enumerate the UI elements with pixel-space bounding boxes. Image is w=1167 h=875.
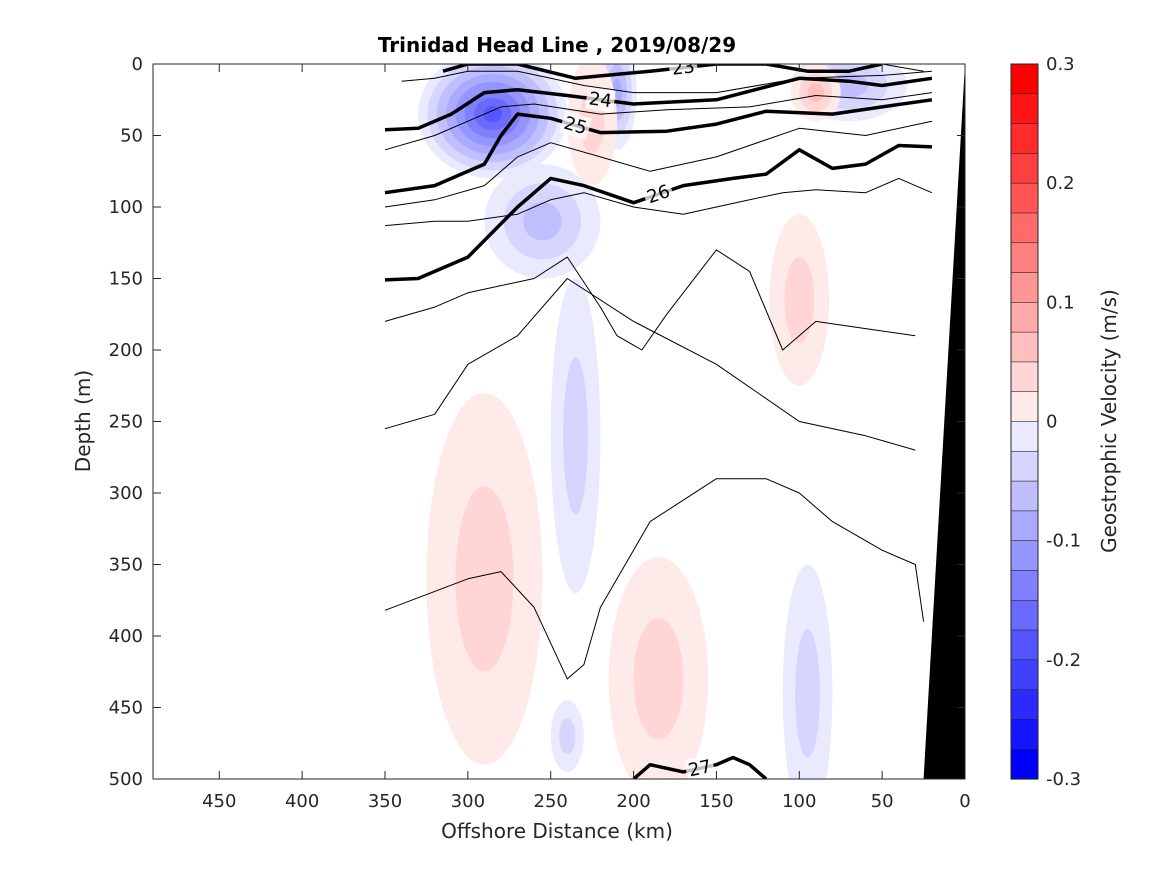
contour-label-bg-1 [668,64,699,81]
isopycnal-line-9 [384,249,916,351]
isopycnal-line-8 [384,177,933,227]
y-tick-label-300: 300 [109,483,143,504]
seafloor-bathymetry [923,64,965,779]
y-tick-label-450: 450 [109,698,143,719]
contour-label-27: 27 [687,756,714,781]
y-tick-label-150: 150 [109,269,143,290]
colorbar-title: Geostrophic Velocity (m/s) [1097,289,1121,553]
y-tick-label-500: 500 [109,769,143,790]
x-tick-label-0: 0 [959,791,970,812]
colorbar-band-0 [1010,63,1039,95]
isopycnal-line-7 [384,143,932,282]
velocity-patch-6-2 [559,718,576,754]
colorbar-tick-label-0: 0 [1046,412,1057,433]
colorbar-tick-label-0.1: 0.1 [1046,292,1075,313]
colorbar-band-23 [1010,748,1039,780]
colorbar-band-5 [1010,212,1039,244]
isopycnal-line-4 [384,92,932,151]
colorbar-tick-label-0.3: 0.3 [1046,54,1075,75]
isopycnal-line-5 [384,98,933,195]
velocity-patch-8-3 [807,83,825,103]
y-tick-label-100: 100 [109,197,143,218]
contour-label-24: 24 [588,88,613,112]
contour-label-bg-12 [683,754,716,779]
contour-label-bg-3 [585,87,616,113]
colorbar-band-4 [1010,182,1039,214]
colorbar-tick-label--0.1: -0.1 [1046,531,1081,552]
velocity-patch-2-2 [563,357,588,515]
velocity-patch-10-2 [455,485,514,672]
colorbar-tick-label--0.2: -0.2 [1046,650,1081,671]
y-tick-label-400: 400 [109,626,143,647]
x-tick-label-350: 350 [368,791,402,812]
colorbar-band-20 [1010,659,1039,691]
x-tick-label-100: 100 [782,791,816,812]
colorbar-frame [1010,63,1039,780]
colorbar-band-16 [1010,540,1039,572]
colorbar-band-9 [1010,331,1039,363]
y-tick-label-50: 50 [120,126,143,147]
colorbar-band-13 [1010,450,1039,482]
colorbar-band-15 [1010,510,1039,542]
colorbar-band-17 [1010,570,1039,601]
colorbar-band-10 [1010,361,1039,393]
velocity-field [418,64,907,779]
colorbar-tick-label--0.3: -0.3 [1046,769,1081,790]
isopycnal-line-12 [632,755,768,779]
isopycnal-line-2 [401,70,932,94]
contour-label-bg-5 [559,111,593,140]
colorbar-band-14 [1010,480,1039,512]
colorbar-band-7 [1010,272,1039,303]
y-axis-title: Depth (m) [71,370,95,472]
colorbar-band-19 [1010,629,1039,661]
y-tick-label-0: 0 [132,54,143,75]
isopycnal-line-10 [384,278,916,451]
x-tick-label-450: 450 [202,791,236,812]
colorbar-band-1 [1010,93,1039,125]
colorbar-band-18 [1010,599,1039,631]
velocity-patch-5-2 [795,628,820,758]
colorbar-band-8 [1010,302,1039,333]
colorbar-band-22 [1010,719,1039,750]
x-tick-label-250: 250 [534,791,568,812]
x-tick-label-400: 400 [285,791,319,812]
velocity-patch-11-2 [633,618,684,740]
x-axis-ticks: 450 400 350 300 250 200 150 100 50 0 [202,64,971,812]
colorbar-band-6 [1010,242,1039,274]
x-tick-label-200: 200 [616,791,650,812]
isopycnal-line-11 [384,478,925,680]
contour-label-23: 23 [671,56,696,79]
velocity-patch-0-8 [483,106,503,123]
isopycnal-line-6 [384,120,933,208]
colorbar: 0.3 0.2 0.1 0 -0.1 -0.2 -0.3 [1010,54,1081,790]
y-tick-label-200: 200 [109,340,143,361]
x-tick-label-50: 50 [871,791,894,812]
velocity-patch-9-2 [784,257,815,343]
colorbar-band-3 [1010,153,1039,184]
colorbar-band-11 [1010,391,1039,423]
colorbar-band-2 [1010,123,1039,154]
colorbar-band-21 [1010,689,1039,721]
y-tick-label-350: 350 [109,555,143,576]
chart-title: Trinidad Head Line , 2019/08/29 [378,33,736,57]
contour-label-bg-7 [641,179,676,210]
colorbar-band-12 [1010,421,1039,452]
x-tick-label-150: 150 [699,791,733,812]
y-axis-ticks: 0 50 100 150 200 250 300 350 400 450 500 [109,54,965,790]
velocity-patch-1-3 [523,202,562,241]
x-tick-label-300: 300 [451,791,485,812]
y-tick-label-250: 250 [109,412,143,433]
colorbar-tick-label-0.2: 0.2 [1046,173,1075,194]
x-axis-title: Offshore Distance (km) [441,819,673,843]
